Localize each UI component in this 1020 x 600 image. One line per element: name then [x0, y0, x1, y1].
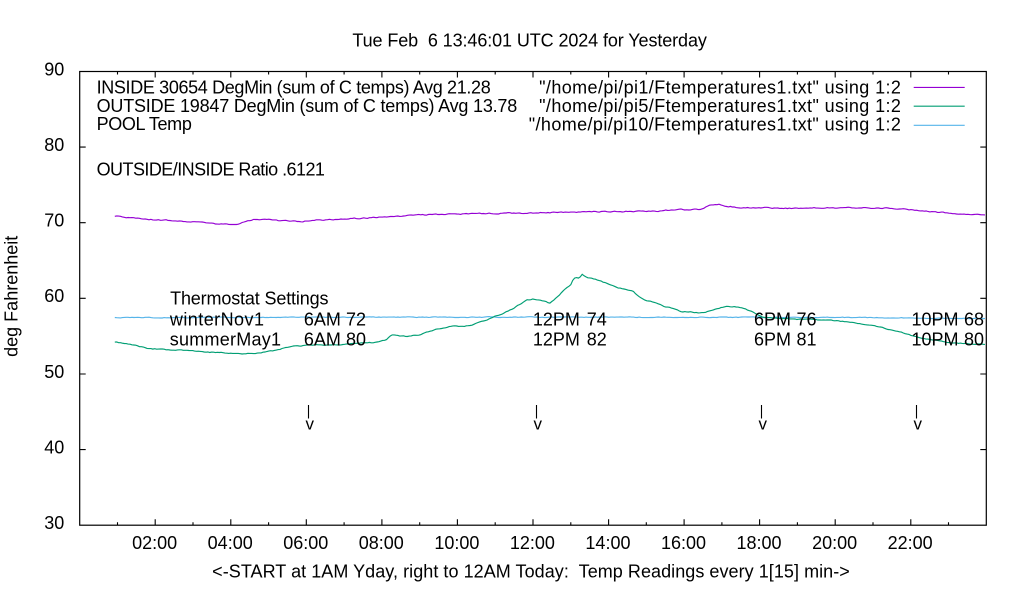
svg-text:14:00: 14:00: [585, 533, 630, 553]
svg-text:<-START at 1AM Yday, right to: <-START at 1AM Yday, right to 12AM Today…: [212, 562, 850, 582]
svg-text:"/home/pi/pi1/Ftemperatures1.t: "/home/pi/pi1/Ftemperatures1.txt" using …: [539, 78, 901, 98]
svg-text:12:00: 12:00: [510, 533, 555, 553]
svg-text:"/home/pi/pi5/Ftemperatures1.t: "/home/pi/pi5/Ftemperatures1.txt" using …: [539, 96, 901, 116]
svg-text:6AM: 6AM: [304, 309, 341, 329]
svg-text:81: 81: [797, 330, 817, 350]
svg-text:18:00: 18:00: [737, 533, 782, 553]
svg-text:76: 76: [797, 309, 817, 329]
svg-text:04:00: 04:00: [208, 533, 253, 553]
svg-text:90: 90: [44, 59, 64, 79]
svg-text:POOL Temp: POOL Temp: [97, 114, 192, 134]
svg-text:Tue Feb 6 13:46:01 UTC 2024 f: Tue Feb 6 13:46:01 UTC 2024 for Yesterda…: [352, 31, 706, 51]
svg-text:82: 82: [587, 330, 607, 350]
svg-text:6PM: 6PM: [754, 330, 791, 350]
svg-text:80: 80: [346, 330, 366, 350]
svg-text:70: 70: [44, 211, 64, 231]
svg-text:OUTSIDE/INSIDE Ratio .6121: OUTSIDE/INSIDE Ratio .6121: [97, 159, 325, 179]
svg-text:68: 68: [964, 309, 984, 329]
svg-text:72: 72: [346, 309, 366, 329]
svg-text:v: v: [534, 415, 543, 434]
svg-text:"/home/pi/pi10/Ftemperatures1.: "/home/pi/pi10/Ftemperatures1.txt" using…: [529, 115, 902, 135]
svg-text:6AM: 6AM: [304, 330, 341, 350]
svg-text:winterNov1: winterNov1: [169, 309, 265, 329]
svg-text:12PM: 12PM: [533, 309, 580, 329]
svg-text:INSIDE 30654 DegMin (sum of C: INSIDE 30654 DegMin (sum of C temps) Avg…: [97, 78, 491, 98]
svg-text:6PM: 6PM: [754, 309, 791, 329]
svg-text:22:00: 22:00: [888, 533, 933, 553]
svg-text:40: 40: [44, 437, 64, 457]
svg-text:08:00: 08:00: [359, 533, 404, 553]
svg-text:v: v: [759, 415, 768, 434]
svg-text:80: 80: [44, 135, 64, 155]
svg-text:10PM: 10PM: [912, 330, 959, 350]
svg-text:deg Fahrenheit: deg Fahrenheit: [2, 236, 22, 357]
svg-text:summerMay1: summerMay1: [170, 330, 282, 350]
svg-text:74: 74: [587, 309, 607, 329]
svg-text:02:00: 02:00: [132, 533, 177, 553]
svg-text:30: 30: [44, 513, 64, 533]
svg-text:v: v: [306, 415, 315, 434]
svg-text:OUTSIDE 19847 DegMin (sum of C: OUTSIDE 19847 DegMin (sum of C temps) Av…: [97, 96, 518, 116]
svg-text:10PM: 10PM: [912, 309, 959, 329]
svg-text:20:00: 20:00: [812, 533, 857, 553]
svg-text:50: 50: [44, 362, 64, 382]
svg-text:60: 60: [44, 286, 64, 306]
svg-text:16:00: 16:00: [661, 533, 706, 553]
svg-text:10:00: 10:00: [434, 533, 479, 553]
svg-text:06:00: 06:00: [283, 533, 328, 553]
svg-text:v: v: [914, 415, 923, 434]
svg-text:80: 80: [964, 330, 984, 350]
svg-text:Thermostat Settings: Thermostat Settings: [170, 288, 328, 308]
svg-text:12PM: 12PM: [533, 330, 580, 350]
